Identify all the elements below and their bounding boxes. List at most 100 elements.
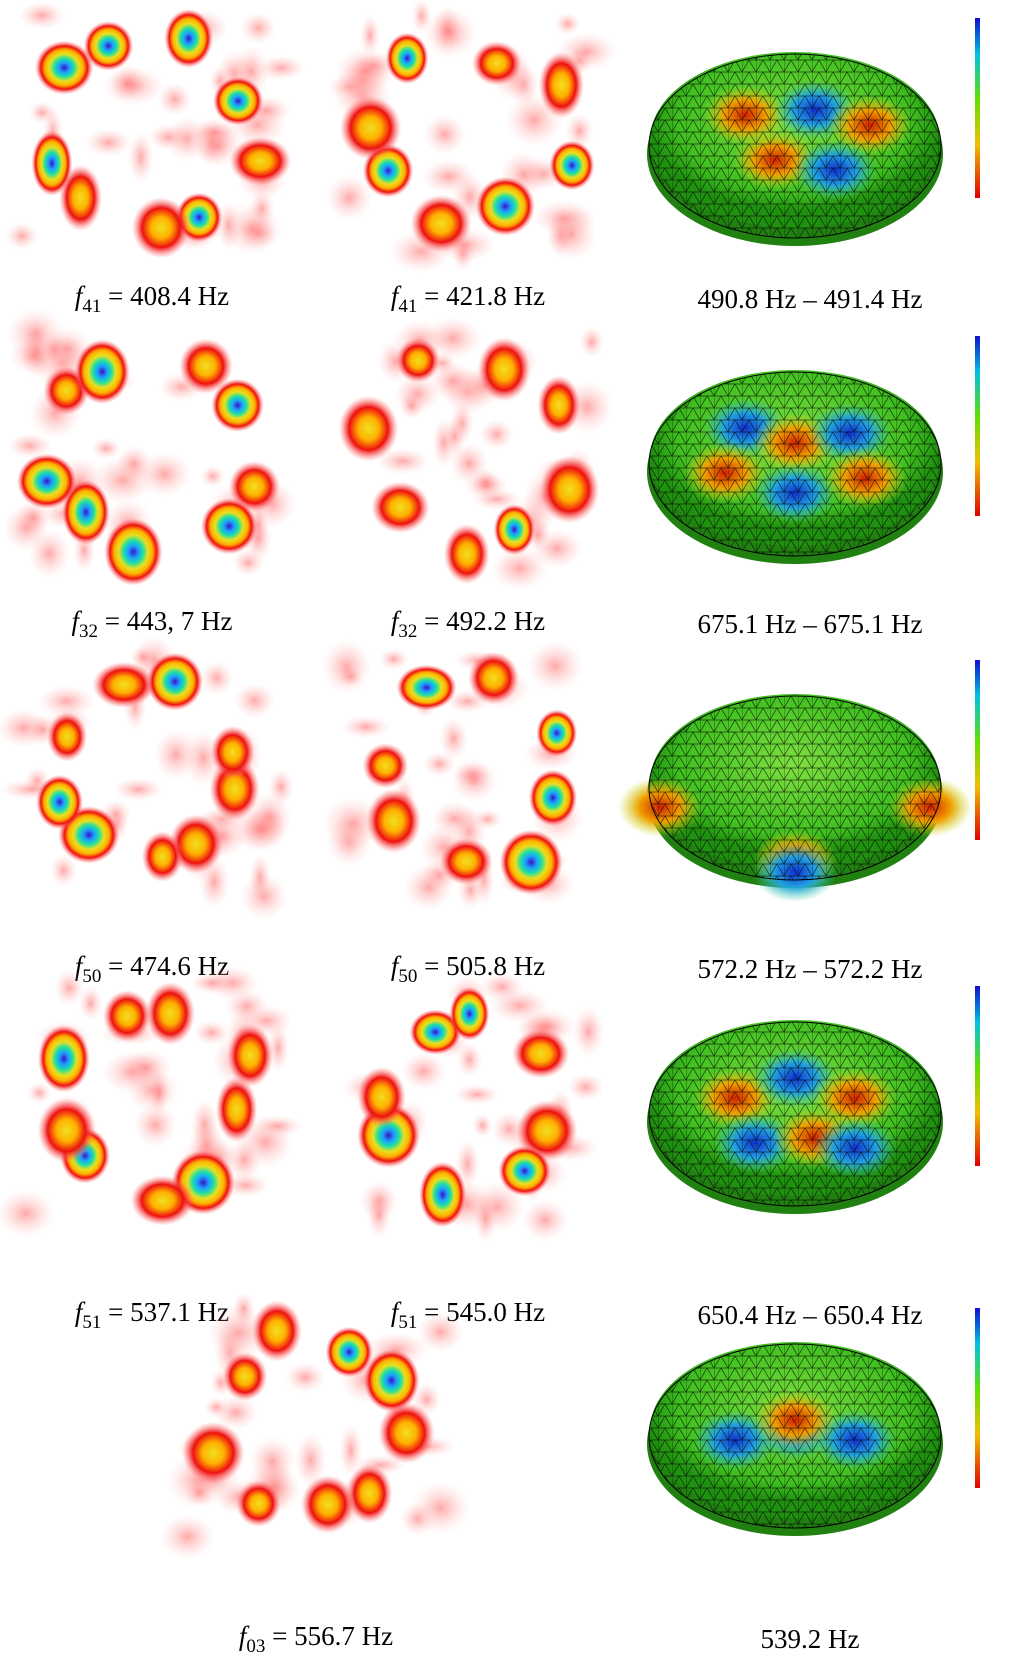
heatmap-blob <box>179 338 233 394</box>
heatmap-noise <box>416 1311 465 1353</box>
heatmap-blob <box>130 1175 195 1226</box>
fem-mesh <box>648 53 942 239</box>
heatmap-blob <box>102 990 152 1042</box>
heatmap-noise <box>28 528 71 579</box>
heatmap-blob <box>104 518 163 586</box>
heatmap-blob <box>357 1066 406 1128</box>
heatmap-blob <box>439 838 493 886</box>
heatmap-noise <box>339 1423 363 1478</box>
heatmap-noise <box>375 447 430 475</box>
heatmap-noise <box>222 202 282 256</box>
heatmap <box>321 639 584 911</box>
heatmap-noise <box>189 118 240 147</box>
heatmap-blob <box>378 1402 435 1464</box>
heatmap-noise <box>200 465 225 488</box>
fem-render <box>618 660 980 902</box>
heatmap-noise <box>554 12 581 36</box>
heatmap-blob <box>498 1145 551 1197</box>
heatmap-blob <box>549 140 595 191</box>
heatmap-blob <box>211 378 264 432</box>
heatmap-blob <box>46 712 88 762</box>
heatmap-blob <box>325 1326 373 1378</box>
heatmap-blob <box>385 32 429 84</box>
heatmap-noise <box>200 660 234 696</box>
heatmap-blob <box>516 1100 578 1162</box>
heatmap-noise <box>490 546 549 591</box>
caption: f51 = 545.0 Hz <box>391 1297 545 1333</box>
heatmap-blob <box>475 176 535 236</box>
heatmap <box>0 635 294 920</box>
heatmap-blob <box>210 725 255 779</box>
heatmap-noise <box>204 1397 228 1418</box>
heatmap-blob <box>201 498 258 555</box>
heatmap-noise <box>54 969 85 1007</box>
heatmap-noise <box>451 758 498 802</box>
heatmap-noise <box>454 1084 500 1105</box>
heatmap-noise <box>7 433 53 459</box>
caption-value: = 505.8 Hz <box>417 951 545 981</box>
heatmap-noise <box>115 444 153 483</box>
heatmap-noise <box>157 82 192 117</box>
fem-render <box>647 1308 980 1536</box>
caption: f50 = 505.8 Hz <box>391 951 545 987</box>
caption-index: 51 <box>82 1312 101 1333</box>
heatmap-blob <box>215 1076 258 1143</box>
caption-symbol: f <box>391 951 402 981</box>
heatmap-blob <box>419 1161 467 1228</box>
heatmap-noise <box>91 437 121 460</box>
caption-symbol: f <box>72 606 83 636</box>
heatmap <box>341 972 605 1244</box>
fem-render <box>647 18 980 246</box>
heatmap-blob <box>537 375 581 435</box>
heatmap-noise <box>472 1113 493 1139</box>
caption-value: = 492.2 Hz <box>417 606 545 636</box>
heatmap-noise <box>248 853 272 901</box>
heatmap-blob <box>74 339 130 404</box>
heatmap-noise <box>423 114 466 155</box>
caption-symbol: f <box>239 1621 250 1651</box>
caption-index: 50 <box>398 966 417 987</box>
caption: f41 = 421.8 Hz <box>391 281 545 317</box>
caption-value: = 421.8 Hz <box>417 281 545 311</box>
heatmap-blob <box>346 1463 393 1524</box>
fem-colorbar <box>975 660 980 840</box>
heatmap-blob <box>146 652 204 711</box>
heatmap-blob <box>141 831 183 882</box>
heatmap-blob <box>363 1348 420 1413</box>
caption-value: = 556.7 Hz <box>265 1621 393 1651</box>
heatmap-blob <box>83 21 134 71</box>
heatmap-blob <box>164 8 213 68</box>
heatmap-noise <box>421 159 476 194</box>
heatmap-noise <box>240 11 277 45</box>
heatmap-noise <box>341 715 391 739</box>
caption-value: = 443, 7 Hz <box>98 606 232 636</box>
caption: f51 = 537.1 Hz <box>75 1297 229 1333</box>
heatmap-noise <box>521 1199 569 1241</box>
heatmap-noise <box>411 0 432 34</box>
heatmap-blob <box>228 461 280 513</box>
heatmap-noise <box>411 1481 471 1535</box>
caption-value: = 408.4 Hz <box>101 281 229 311</box>
caption: 675.1 Hz – 675.1 Hz <box>698 609 923 639</box>
heatmap <box>326 0 617 273</box>
heatmap-noise <box>398 392 425 420</box>
caption-symbol: f <box>75 1297 86 1327</box>
heatmap-noise <box>27 1082 52 1104</box>
heatmap <box>0 965 303 1238</box>
heatmap-blob <box>62 479 110 545</box>
caption: f50 = 474.6 Hz <box>75 951 229 987</box>
heatmap-noise <box>449 442 489 485</box>
caption: f03 = 556.7 Hz <box>239 1621 393 1657</box>
heatmap <box>3 307 296 586</box>
fem-colorbar <box>975 1308 980 1488</box>
caption-index: 51 <box>398 1312 417 1333</box>
heatmap-noise <box>430 801 478 837</box>
heatmap-noise <box>572 1005 605 1058</box>
heatmap-blob <box>222 1352 268 1401</box>
heatmap-noise <box>439 717 469 761</box>
heatmap-blob <box>182 1421 245 1484</box>
heatmap-blob <box>338 395 399 462</box>
fem-mesh <box>648 695 942 881</box>
caption: f32 = 443, 7 Hz <box>72 606 233 642</box>
